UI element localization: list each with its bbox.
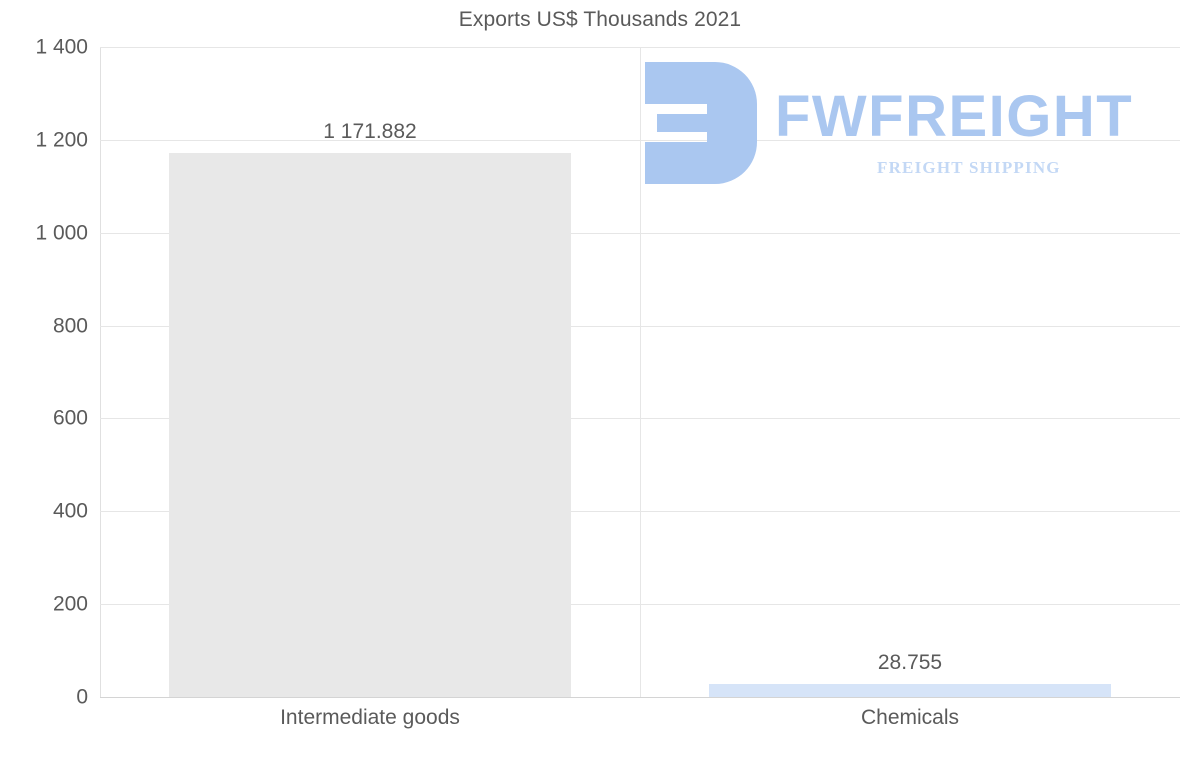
grid-line — [100, 47, 1180, 48]
bar-value-label: 28.755 — [877, 650, 943, 674]
grid-line — [100, 511, 1180, 513]
grid-line — [100, 418, 1180, 420]
bar[interactable] — [708, 683, 1112, 697]
y-axis-tick-label: 200 — [52, 592, 88, 616]
grid-line — [100, 232, 1180, 234]
y-axis-tick-label: 1 000 — [35, 221, 88, 245]
y-axis-line — [100, 47, 101, 698]
y-axis-tick-label: 400 — [52, 499, 88, 523]
bar-value-label: 1 171.882 — [323, 119, 417, 143]
grid-line — [100, 697, 1180, 698]
y-axis-tick-label: 1 200 — [35, 128, 88, 152]
y-axis-tick-label: 600 — [52, 406, 88, 430]
y-axis-tick-label: 1 400 — [35, 35, 88, 59]
grid-line — [100, 604, 1180, 606]
bar[interactable] — [168, 152, 572, 697]
plot-area — [100, 47, 1180, 698]
grid-line — [100, 139, 1180, 141]
grid-line — [100, 325, 1180, 327]
chart-title: Exports US$ Thousands 2021 — [458, 8, 742, 31]
x-axis-category-label: Chemicals — [860, 706, 960, 729]
y-axis-tick-label: 800 — [52, 314, 88, 338]
y-axis-tick-label: 0 — [76, 685, 88, 709]
category-divider — [640, 47, 641, 697]
x-axis-category-label: Intermediate goods — [280, 706, 460, 729]
